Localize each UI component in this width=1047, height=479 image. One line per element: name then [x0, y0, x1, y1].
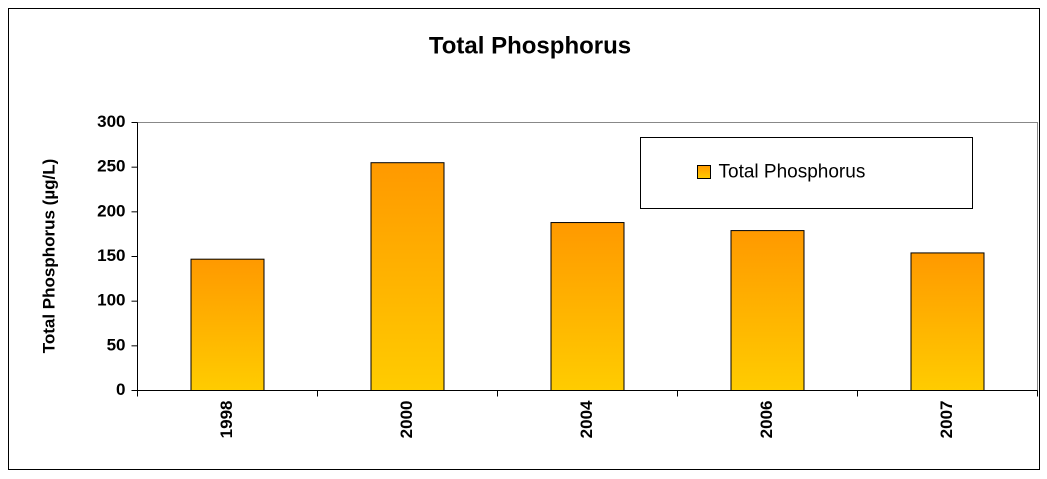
y-tick-label: 250	[97, 157, 125, 176]
y-axis-label: Total Phosphorus (µg/L)	[39, 159, 58, 354]
x-tick-label: 2000	[397, 401, 416, 439]
x-tick-label: 2004	[577, 400, 596, 438]
legend-box	[640, 137, 973, 209]
bar	[730, 230, 805, 391]
y-tick-label: 50	[107, 335, 126, 354]
legend-label: Total Phosphorus	[719, 162, 866, 183]
x-tick-label: 1998	[217, 401, 236, 439]
y-tick-label: 300	[97, 112, 125, 131]
y-tick-label: 150	[97, 246, 125, 265]
y-tick-label: 200	[97, 201, 125, 220]
chart-title: Total Phosphorus	[429, 32, 631, 59]
x-tick-label: 2007	[937, 401, 956, 439]
y-tick-label: 0	[116, 380, 125, 399]
bar	[550, 222, 625, 391]
x-tick-label: 2006	[757, 401, 776, 439]
bar	[910, 252, 985, 391]
legend-swatch	[697, 165, 711, 179]
y-tick-label: 100	[97, 291, 125, 310]
chart-border	[8, 8, 1040, 470]
bar	[190, 258, 265, 391]
bar	[370, 162, 445, 391]
